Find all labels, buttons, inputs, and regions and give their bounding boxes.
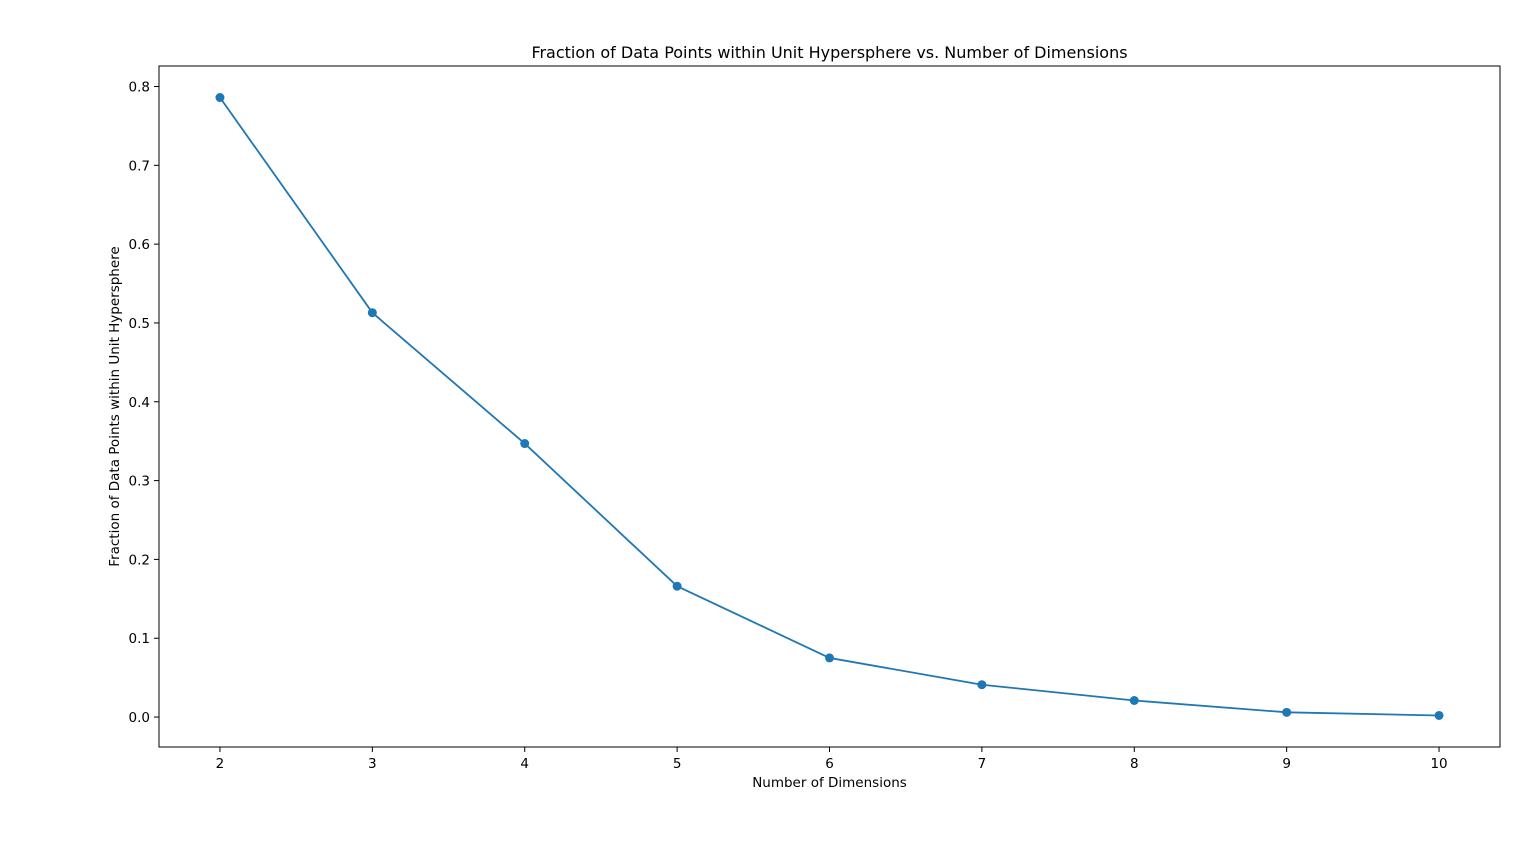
- data-point: [672, 581, 682, 591]
- y-axis: 0.0 0.1 0.2 0.3 0.4 0.5 0.6 0.7 0.8: [129, 79, 159, 726]
- y-tick-label: 0.5: [129, 316, 150, 332]
- y-tick-label: 0.1: [129, 631, 150, 647]
- y-axis-label: Fraction of Data Points within Unit Hype…: [107, 246, 123, 566]
- series-group: [215, 93, 1444, 720]
- x-axis-label: Number of Dimensions: [752, 775, 907, 791]
- data-point: [1434, 710, 1444, 720]
- x-tick-label: 7: [978, 756, 987, 772]
- y-tick-label: 0.2: [129, 552, 150, 568]
- x-tick-label: 8: [1130, 756, 1139, 772]
- data-point: [825, 653, 834, 663]
- data-point: [215, 93, 225, 103]
- data-point: [520, 439, 530, 449]
- y-tick-label: 0.3: [129, 474, 150, 490]
- y-tick-label: 0.6: [129, 237, 150, 253]
- data-point: [367, 308, 377, 318]
- data-point: [977, 680, 987, 690]
- plot-frame: [158, 65, 1501, 748]
- chart-title: Fraction of Data Points within Unit Hype…: [531, 43, 1127, 62]
- data-point: [1282, 707, 1292, 717]
- data-point: [1129, 695, 1139, 705]
- x-tick-label: 9: [1282, 756, 1291, 772]
- series-line: [219, 96, 1440, 717]
- x-tick-label: 10: [1430, 756, 1447, 772]
- y-tick-label: 0.8: [129, 79, 150, 95]
- x-axis: 2 3 4 5 6 7 8 9 10: [216, 747, 1448, 772]
- y-tick-label: 0.7: [129, 158, 150, 174]
- x-tick-label: 5: [673, 756, 682, 772]
- y-tick-label: 0.0: [129, 710, 150, 726]
- plot-area: [158, 65, 1501, 748]
- x-tick-label: 4: [520, 756, 529, 772]
- x-tick-label: 6: [825, 756, 834, 772]
- x-tick-label: 2: [216, 756, 225, 772]
- y-tick-label: 0.4: [129, 395, 150, 411]
- x-tick-label: 3: [368, 756, 377, 772]
